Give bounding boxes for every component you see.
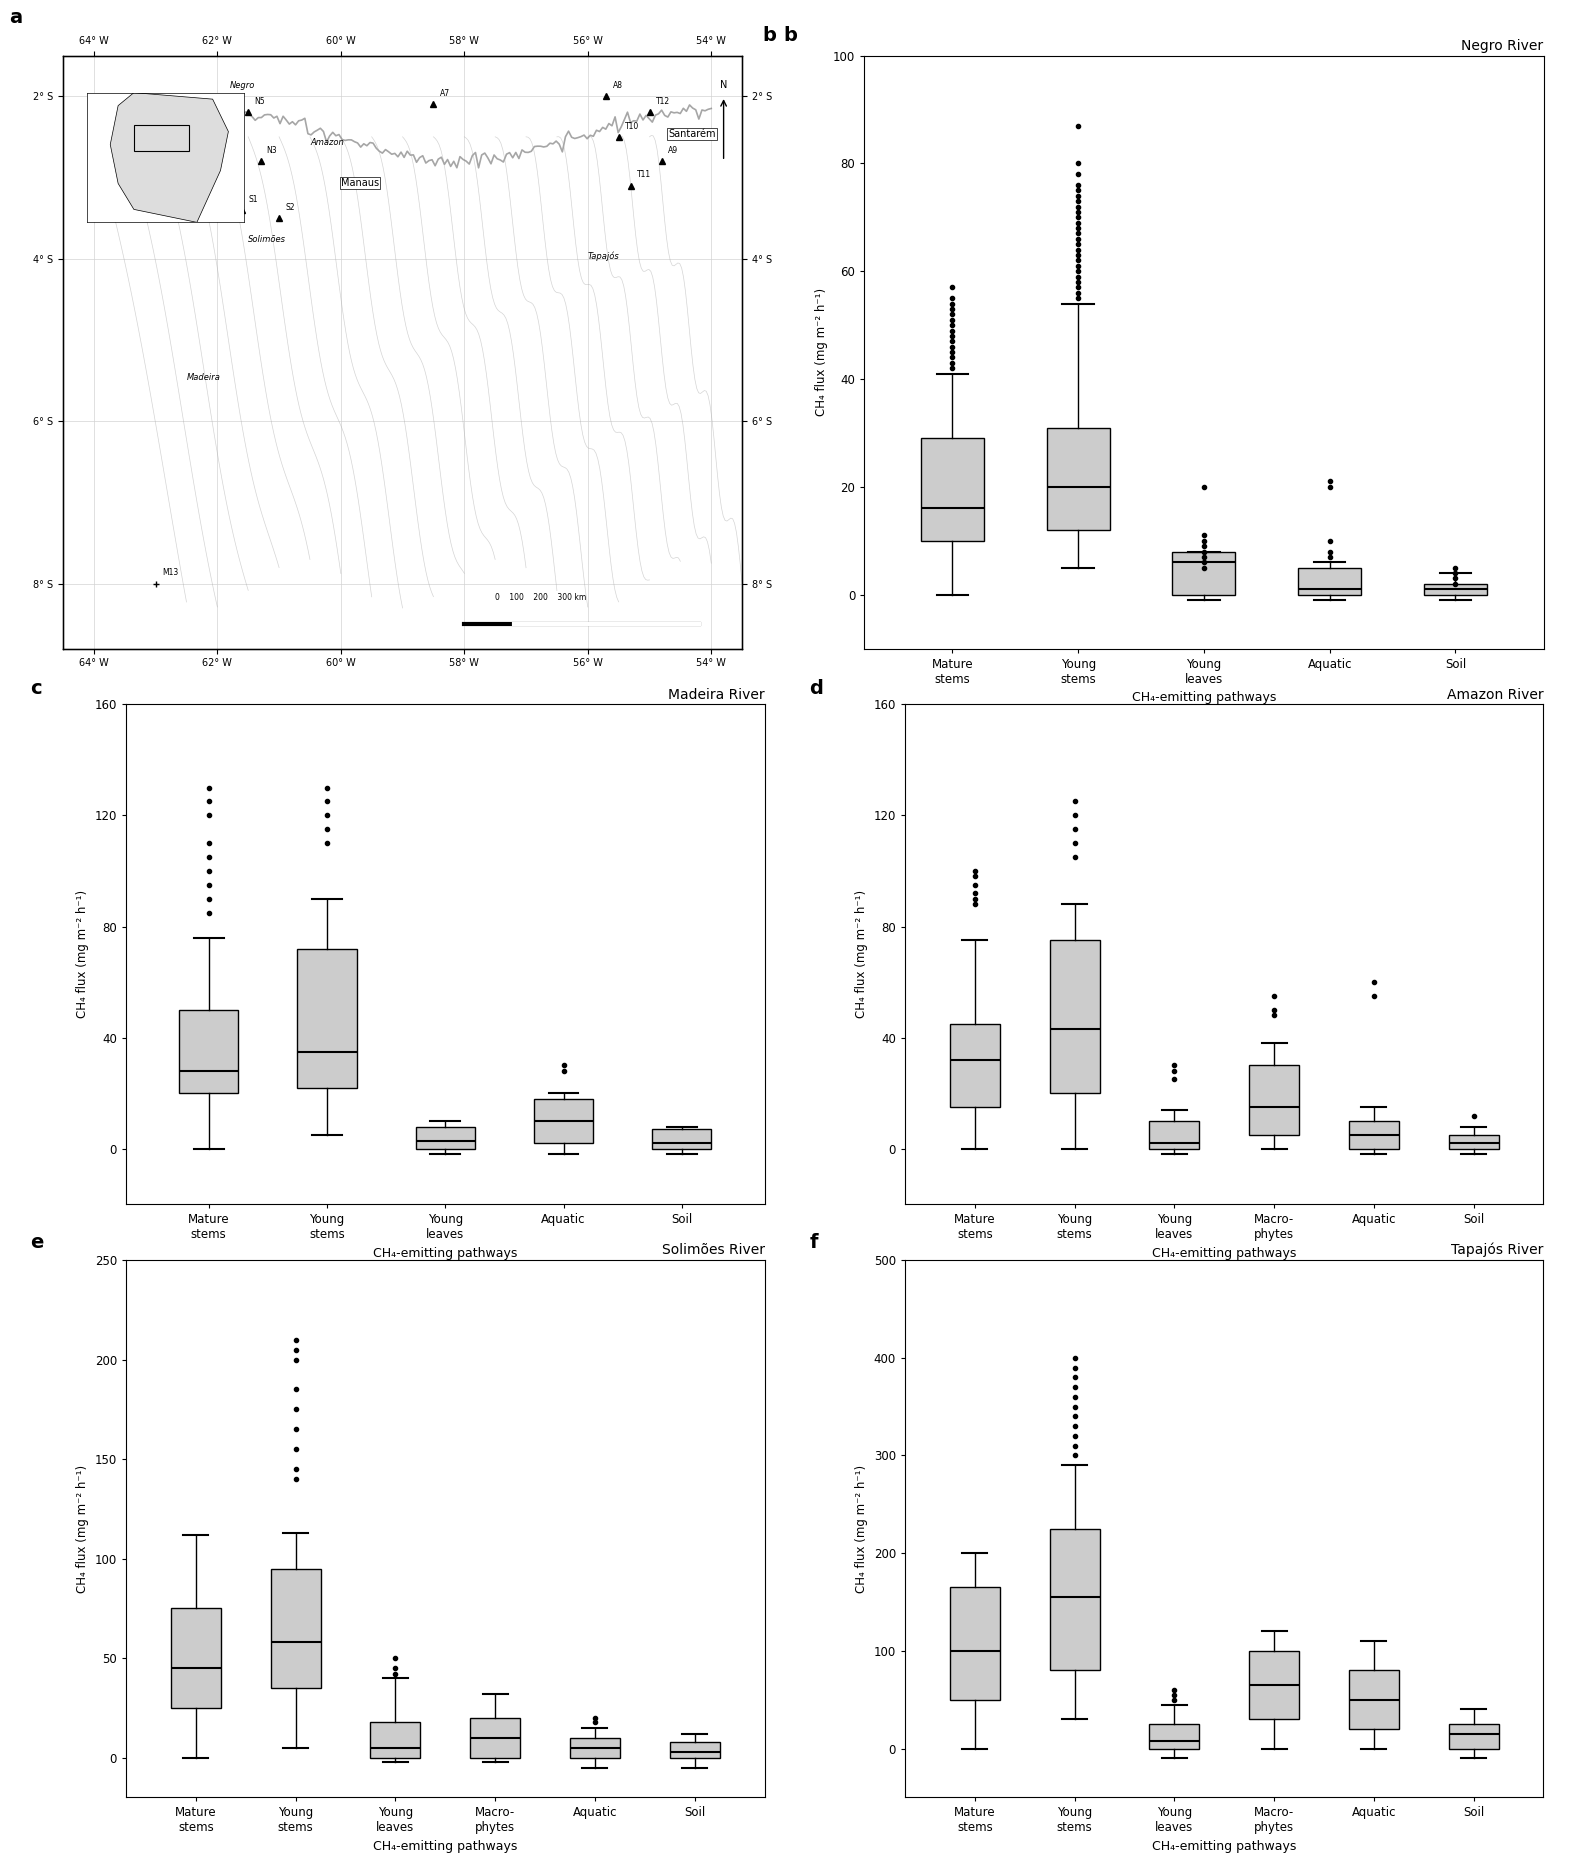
PathPatch shape: [1172, 552, 1235, 595]
Text: b: b: [783, 26, 797, 44]
Polygon shape: [110, 93, 228, 222]
Text: Santarém: Santarém: [668, 130, 715, 139]
Text: Madeira: Madeira: [186, 374, 221, 382]
PathPatch shape: [1298, 567, 1361, 595]
Text: Tapajós: Tapajós: [587, 252, 619, 261]
Text: b: b: [762, 26, 776, 44]
Y-axis label: CH₄ flux (mg m⁻² h⁻¹): CH₄ flux (mg m⁻² h⁻¹): [76, 889, 90, 1019]
Text: Manaus: Manaus: [340, 178, 380, 187]
Text: Solimões: Solimões: [249, 235, 287, 245]
Text: M13: M13: [162, 569, 178, 578]
PathPatch shape: [370, 1721, 421, 1758]
X-axis label: CH₄-emitting pathways: CH₄-emitting pathways: [373, 1247, 518, 1260]
PathPatch shape: [1049, 1529, 1099, 1670]
PathPatch shape: [1150, 1121, 1199, 1149]
Text: d: d: [810, 680, 824, 699]
Bar: [134, 124, 189, 150]
PathPatch shape: [1150, 1723, 1199, 1749]
Text: e: e: [30, 1234, 44, 1253]
Text: A8: A8: [613, 82, 622, 91]
Text: T11: T11: [638, 170, 652, 180]
Text: T10: T10: [625, 122, 639, 132]
Text: Madeira River: Madeira River: [668, 687, 764, 702]
PathPatch shape: [1049, 941, 1099, 1093]
Text: Amazon: Amazon: [310, 137, 343, 146]
Text: Negro River: Negro River: [1462, 39, 1544, 54]
PathPatch shape: [1348, 1121, 1399, 1149]
Y-axis label: CH₄ flux (mg m⁻² h⁻¹): CH₄ flux (mg m⁻² h⁻¹): [76, 1464, 90, 1594]
Text: c: c: [30, 680, 43, 699]
PathPatch shape: [1449, 1723, 1498, 1749]
Text: A9: A9: [668, 146, 679, 156]
Text: N6: N6: [230, 178, 241, 187]
PathPatch shape: [570, 1738, 621, 1758]
PathPatch shape: [1249, 1065, 1299, 1134]
Text: N5: N5: [255, 98, 265, 106]
Text: Amazon River: Amazon River: [1447, 687, 1543, 702]
Text: Negro: Negro: [230, 82, 255, 91]
PathPatch shape: [1047, 428, 1110, 530]
PathPatch shape: [180, 1010, 238, 1093]
Text: N: N: [720, 80, 728, 91]
PathPatch shape: [471, 1718, 520, 1758]
PathPatch shape: [534, 1099, 594, 1143]
PathPatch shape: [172, 1608, 221, 1708]
PathPatch shape: [1249, 1651, 1299, 1720]
Text: A7: A7: [439, 89, 450, 98]
Text: f: f: [810, 1234, 817, 1253]
X-axis label: CH₄-emitting pathways: CH₄-emitting pathways: [373, 1840, 518, 1853]
Y-axis label: CH₄ flux (mg m⁻² h⁻¹): CH₄ flux (mg m⁻² h⁻¹): [814, 287, 827, 417]
Y-axis label: CH₄ flux (mg m⁻² h⁻¹): CH₄ flux (mg m⁻² h⁻¹): [855, 889, 868, 1019]
Text: S1: S1: [249, 195, 258, 204]
PathPatch shape: [921, 439, 984, 541]
PathPatch shape: [1424, 584, 1487, 595]
Text: a: a: [9, 7, 22, 28]
PathPatch shape: [669, 1742, 720, 1758]
PathPatch shape: [271, 1568, 321, 1688]
PathPatch shape: [416, 1127, 474, 1149]
Text: S2: S2: [285, 204, 295, 211]
X-axis label: CH₄-emitting pathways: CH₄-emitting pathways: [1132, 691, 1276, 704]
Y-axis label: CH₄ flux (mg m⁻² h⁻¹): CH₄ flux (mg m⁻² h⁻¹): [855, 1464, 868, 1594]
PathPatch shape: [1449, 1134, 1498, 1149]
Text: N4: N4: [230, 146, 241, 156]
PathPatch shape: [1348, 1670, 1399, 1729]
Text: 0    100    200    300 km: 0 100 200 300 km: [495, 593, 586, 602]
Text: N3: N3: [266, 146, 277, 156]
Text: Solimões River: Solimões River: [662, 1243, 764, 1258]
PathPatch shape: [652, 1128, 712, 1149]
X-axis label: CH₄-emitting pathways: CH₄-emitting pathways: [1151, 1840, 1296, 1853]
PathPatch shape: [950, 1023, 1000, 1108]
PathPatch shape: [950, 1588, 1000, 1699]
PathPatch shape: [298, 949, 356, 1088]
Text: T12: T12: [655, 98, 669, 106]
X-axis label: CH₄-emitting pathways: CH₄-emitting pathways: [1151, 1247, 1296, 1260]
Text: Tapajós River: Tapajós River: [1451, 1243, 1544, 1258]
